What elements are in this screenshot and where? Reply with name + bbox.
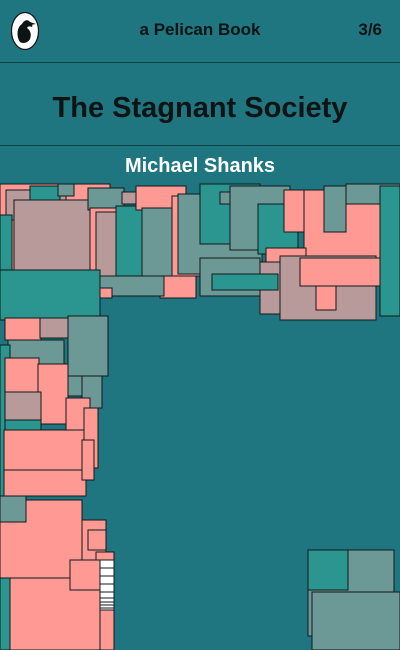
pelican-logo-icon <box>11 12 39 50</box>
divider-bottom <box>0 145 400 146</box>
book-author: Michael Shanks <box>124 155 276 177</box>
cover-header: a Pelican Book 3/6 <box>0 0 400 62</box>
divider-top <box>0 62 400 63</box>
publisher-imprint: a Pelican Book <box>139 20 261 39</box>
price-label: 3/6 <box>358 20 382 39</box>
book-title: The Stagnant Society <box>52 92 348 124</box>
